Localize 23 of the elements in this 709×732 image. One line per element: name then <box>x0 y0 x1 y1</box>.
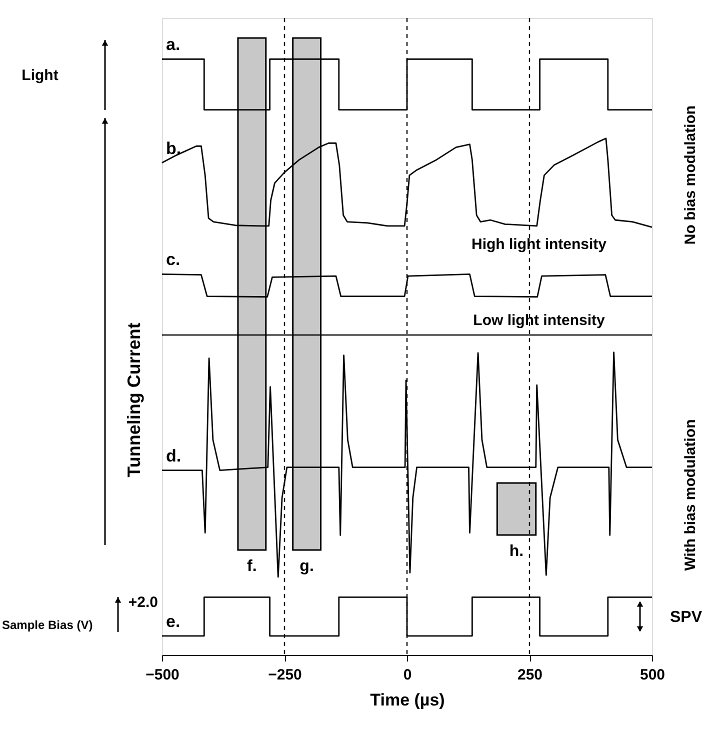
x-axis-title: Time (µs) <box>370 690 445 710</box>
x-tick-label: 0 <box>403 666 412 684</box>
series-label: a. <box>166 35 180 54</box>
annotation: High light intensity <box>472 236 608 253</box>
series-label: d. <box>166 446 182 466</box>
x-tick-label: −250 <box>268 666 302 684</box>
series-label: c. <box>166 250 180 270</box>
text: SPV <box>670 609 702 626</box>
text: Light <box>22 67 58 84</box>
x-tick-label: 500 <box>640 666 666 684</box>
band-label: g. <box>300 558 314 575</box>
x-tick-label: −500 <box>146 666 180 684</box>
text: Sample Bias (V) <box>2 618 93 632</box>
text: +2.0 <box>128 594 158 611</box>
band-label: h. <box>509 543 524 560</box>
annotation: Low light intensity <box>473 312 606 329</box>
text: With bias modulation <box>682 419 699 571</box>
text: No bias modulation <box>682 105 699 245</box>
band-label: f. <box>247 558 257 575</box>
series-label: b. <box>166 138 182 158</box>
series-label: e. <box>166 612 180 631</box>
x-tick-label: 250 <box>517 666 543 684</box>
y-axis-title: Tunneling Current <box>124 322 144 478</box>
